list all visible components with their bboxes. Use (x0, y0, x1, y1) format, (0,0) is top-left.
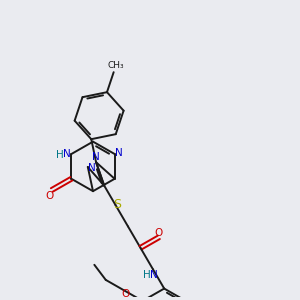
Text: H: H (56, 150, 64, 160)
Text: O: O (121, 290, 129, 299)
Text: N: N (64, 149, 71, 159)
Text: O: O (46, 191, 54, 201)
Text: O: O (155, 228, 163, 238)
Text: N: N (150, 270, 158, 280)
Text: H: H (143, 270, 151, 280)
Text: CH₃: CH₃ (108, 61, 124, 70)
Text: N: N (115, 148, 122, 158)
Text: N: N (92, 152, 100, 162)
Text: N: N (88, 163, 96, 173)
Text: S: S (113, 198, 122, 212)
